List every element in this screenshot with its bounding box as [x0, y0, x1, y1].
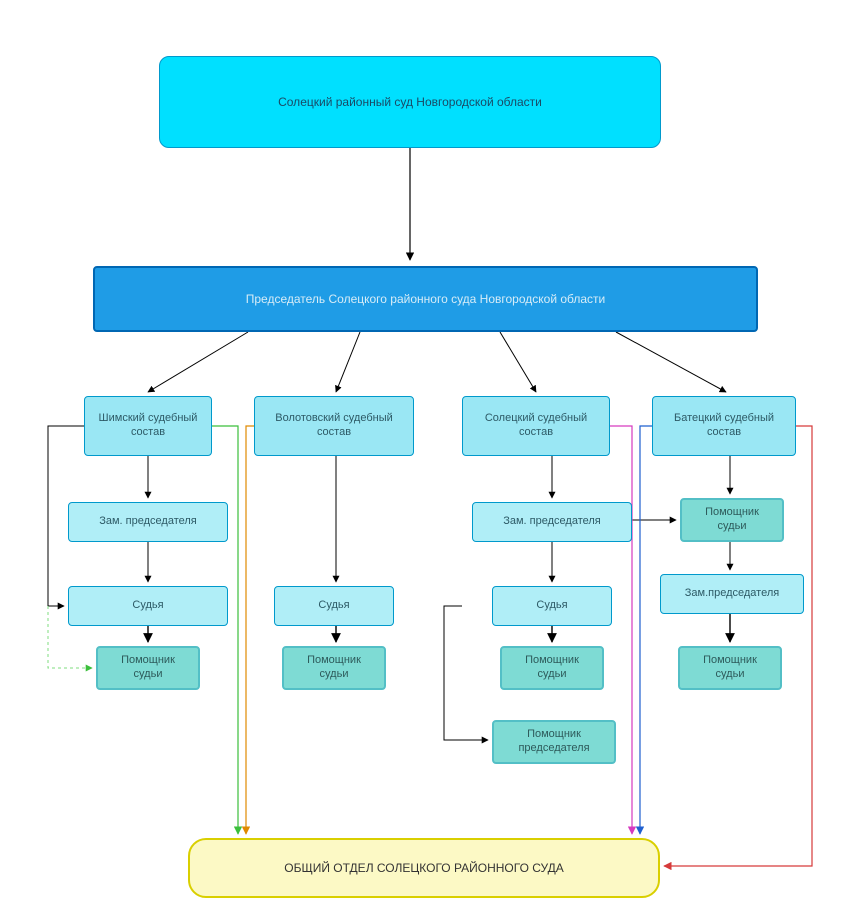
- node-label: Помощник судьи: [106, 654, 190, 682]
- node-c1_dep: Зам. председателя: [68, 502, 228, 542]
- node-chairman: Председатель Солецкого районного суда Но…: [93, 266, 758, 332]
- node-label: Помощник судьи: [292, 654, 376, 682]
- edge-1: [148, 332, 248, 392]
- edge-19: [444, 606, 488, 740]
- edge-22: [610, 426, 632, 834]
- node-c4_asst_top: Помощник судьи: [680, 498, 784, 542]
- node-label: Председатель Солецкого районного суда Но…: [246, 292, 606, 307]
- node-col1_h: Шимский судебный состав: [84, 396, 212, 456]
- node-label: Шимский судебный состав: [93, 412, 203, 440]
- node-label: Судья: [132, 599, 163, 613]
- node-c4_asst: Помощник судьи: [678, 646, 782, 690]
- node-c3_dep: Зам. председателя: [472, 502, 632, 542]
- node-top: Солецкий районный суд Новгородской облас…: [159, 56, 661, 148]
- edge-3: [500, 332, 536, 392]
- edge-23: [640, 426, 652, 834]
- node-c3_asst_chair: Помощник председателя: [492, 720, 616, 764]
- node-label: Помощник судьи: [510, 654, 594, 682]
- node-label: Зам.председателя: [685, 587, 779, 601]
- node-col2_h: Волотовский судебный состав: [254, 396, 414, 456]
- node-col3_h: Солецкий судебный состав: [462, 396, 610, 456]
- node-c2_judge: Судья: [274, 586, 394, 626]
- node-label: Помощник судьи: [690, 506, 774, 534]
- node-label: Помощник председателя: [502, 728, 606, 756]
- node-label: Волотовский судебный состав: [263, 412, 405, 440]
- node-c4_dep: Зам.председателя: [660, 574, 804, 614]
- node-label: Судья: [536, 599, 567, 613]
- node-label: Батецкий судебный состав: [661, 412, 787, 440]
- edge-20: [212, 426, 238, 834]
- node-label: Судья: [318, 599, 349, 613]
- flowchart-canvas: Солецкий районный суд Новгородской облас…: [0, 0, 850, 924]
- edge-4: [616, 332, 726, 392]
- node-bottom: ОБЩИЙ ОТДЕЛ СОЛЕЦКОГО РАЙОННОГО СУДА: [188, 838, 660, 898]
- node-c1_judge: Судья: [68, 586, 228, 626]
- node-col4_h: Батецкий судебный состав: [652, 396, 796, 456]
- node-c2_asst: Помощник судьи: [282, 646, 386, 690]
- node-label: Зам. председателя: [503, 515, 601, 529]
- edge-2: [336, 332, 360, 392]
- node-label: Зам. председателя: [99, 515, 197, 529]
- node-c1_asst: Помощник судьи: [96, 646, 200, 690]
- edge-21: [246, 426, 254, 834]
- node-label: ОБЩИЙ ОТДЕЛ СОЛЕЦКОГО РАЙОННОГО СУДА: [284, 861, 564, 876]
- node-label: Солецкий районный суд Новгородской облас…: [278, 95, 542, 110]
- node-label: Помощник судьи: [688, 654, 772, 682]
- node-c3_judge: Судья: [492, 586, 612, 626]
- node-label: Солецкий судебный состав: [471, 412, 601, 440]
- node-c3_asst: Помощник судьи: [500, 646, 604, 690]
